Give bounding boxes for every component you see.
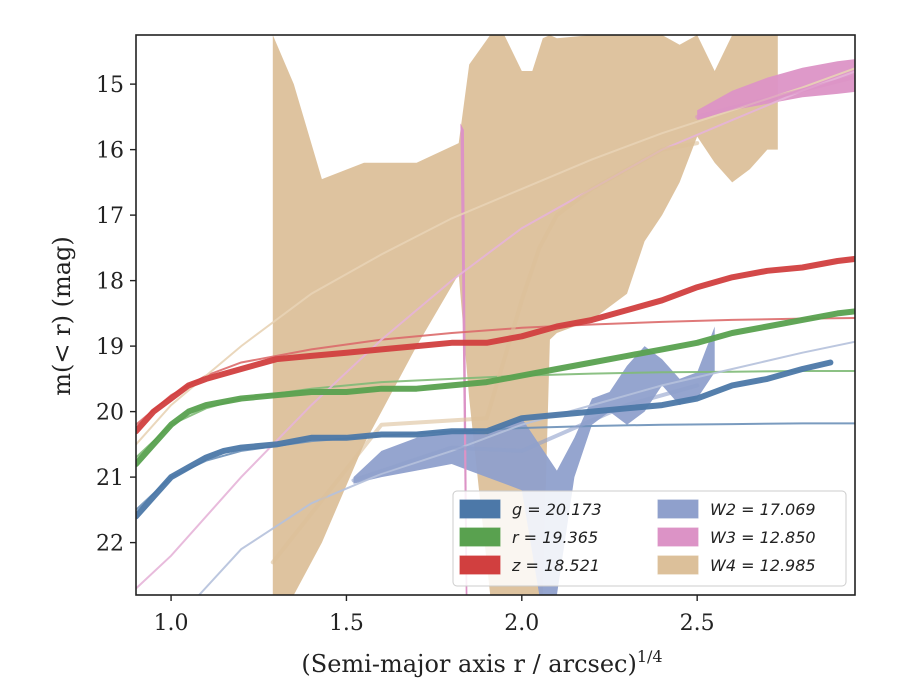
band-w4 [272, 35, 778, 595]
series-line-g [136, 359, 834, 520]
x-axis: 1.0 1.5 2.0 2.5 [154, 595, 715, 636]
x-tick-label: 2.5 [680, 611, 715, 636]
y-axis: 15 16 17 18 19 20 21 22 [96, 73, 136, 557]
series-line-r [136, 308, 855, 467]
plot-area [136, 35, 855, 595]
spike-w3 [460, 123, 468, 595]
legend-label-r: r = 19.365 [512, 528, 598, 547]
model-curve-w3 [136, 70, 855, 590]
x-tick-label: 1.0 [154, 611, 189, 636]
legend-label-g: g = 20.173 [512, 500, 602, 519]
model-curve-w2 [198, 340, 855, 595]
series-line-w4 [270, 141, 700, 565]
y-tick-label: 17 [96, 204, 124, 229]
x-tick-label: 1.5 [329, 611, 364, 636]
legend-swatch-w3 [657, 527, 699, 547]
legend-label-z: z = 18.521 [511, 556, 600, 575]
legend-swatch-w4 [657, 555, 699, 575]
legend-swatch-w2 [657, 499, 699, 519]
legend-swatch-r [459, 527, 501, 547]
plot-frame [135, 34, 856, 596]
legend-box [452, 490, 847, 587]
y-axis-label: m(< r) (mag) [48, 236, 76, 395]
legend-swatch-z [459, 555, 501, 575]
legend-label-w4: W4 = 12.985 [710, 556, 816, 575]
y-tick-label: 16 [96, 139, 124, 164]
y-tick-label: 15 [96, 73, 124, 98]
y-tick-label: 18 [96, 270, 124, 295]
y-tick-label: 22 [96, 532, 124, 557]
legend: g = 20.173 r = 19.365 z = 18.521 W2 = 17.06… [452, 490, 847, 587]
x-axis-label: (Semi-major axis r / arcsec)1/4 [301, 647, 662, 678]
legend-swatch-g [459, 499, 501, 519]
series-line-w3 [695, 74, 855, 119]
series-line-w2 [351, 383, 700, 483]
x-tick-label: 2.0 [504, 611, 539, 636]
y-tick-label: 20 [96, 401, 124, 426]
series-line-z [136, 255, 855, 435]
legend-label-w3: W3 = 12.850 [710, 528, 816, 547]
y-tick-label: 19 [96, 335, 124, 360]
band-w2 [353, 326, 715, 595]
legend-label-w2: W2 = 17.069 [710, 500, 816, 519]
y-tick-label: 21 [96, 466, 124, 491]
